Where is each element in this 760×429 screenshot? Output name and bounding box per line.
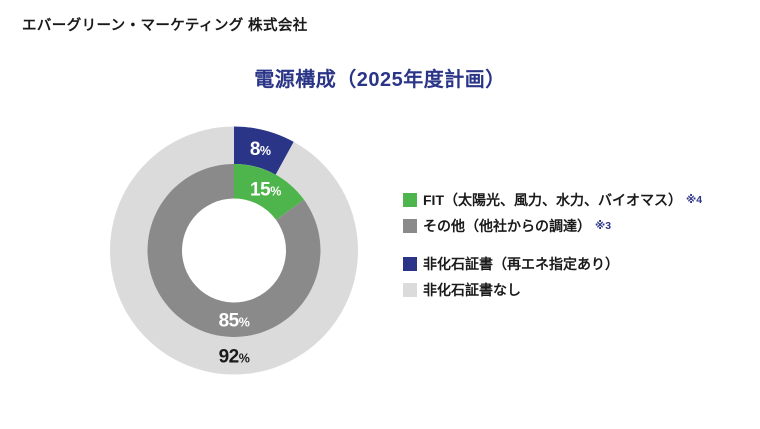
donut-segment (234, 164, 304, 220)
donut-segment (147, 164, 321, 337)
legend-group-gap (403, 239, 702, 251)
legend-item-fit: FIT（太陽光、風力、水力、バイオマス） ※4 (403, 187, 702, 213)
donut-value-label: 15% (250, 179, 281, 200)
legend-note: ※3 (595, 220, 612, 232)
legend-label: FIT（太陽光、風力、水力、バイオマス） (423, 192, 682, 208)
donut-value-label: 85% (219, 310, 250, 331)
donut-value-label: 92% (219, 346, 250, 367)
legend-item-no-cert: 非化石証書なし (403, 277, 702, 303)
legend-swatch-navy (403, 257, 417, 271)
donut-chart: 8% 92% 15% 85% (110, 126, 358, 375)
company-name: エバーグリーン・マーケティング 株式会社 (22, 18, 308, 34)
donut-segment (234, 126, 294, 175)
legend-label: 非化石証書なし (423, 282, 521, 298)
chart-title: 電源構成（2025年度計画） (254, 69, 506, 91)
donut-value-label: 8% (250, 139, 271, 160)
legend-note: ※4 (686, 194, 703, 206)
legend-swatch-green (403, 193, 417, 207)
legend-swatch-lightgray (403, 283, 417, 297)
legend-swatch-gray (403, 219, 417, 233)
legend-label: その他（他社からの調達） (423, 218, 591, 234)
donut-segment (110, 126, 358, 375)
legend-label: 非化石証書（再エネ指定あり） (423, 256, 619, 272)
legend: FIT（太陽光、風力、水力、バイオマス） ※4 その他（他社からの調達） ※3 … (403, 187, 702, 303)
legend-item-other: その他（他社からの調達） ※3 (403, 213, 702, 239)
legend-item-nonfossil-cert: 非化石証書（再エネ指定あり） (403, 251, 702, 277)
